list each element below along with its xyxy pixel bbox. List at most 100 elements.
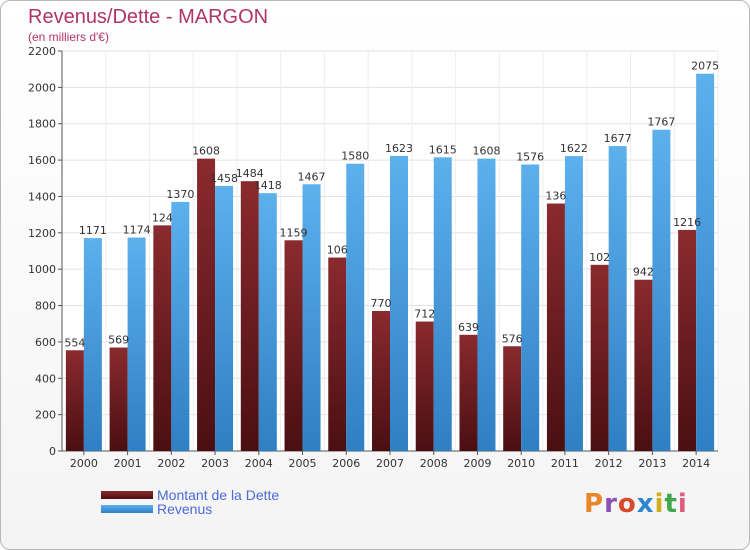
data-label-debt: 942 — [633, 266, 654, 279]
x-tick-label: 2011 — [551, 457, 579, 470]
data-label-revenue: 1623 — [385, 142, 413, 155]
x-tick-label: 2005 — [289, 457, 317, 470]
bar-debt — [590, 264, 609, 451]
bar-debt — [634, 279, 653, 451]
bar-revenue — [696, 73, 715, 452]
y-tick-label: 1400 — [28, 190, 56, 203]
bar-revenue — [346, 163, 365, 451]
data-label-revenue: 1171 — [79, 224, 107, 237]
y-tick-label: 200 — [35, 409, 56, 422]
bar-revenue — [127, 237, 146, 451]
x-tick-label: 2012 — [595, 457, 623, 470]
bar-debt — [546, 203, 565, 451]
bar-debt — [503, 346, 522, 451]
y-tick-label: 400 — [35, 372, 56, 385]
bar-revenue — [258, 193, 277, 451]
chart-subtitle: (en milliers d'€) — [28, 30, 109, 44]
logo-letter: o — [617, 489, 637, 519]
bar-debt — [459, 334, 478, 451]
y-tick-label: 1200 — [28, 227, 56, 240]
x-tick-label: 2003 — [201, 457, 229, 470]
logo-letter: x — [636, 489, 655, 519]
data-label-debt: 639 — [458, 321, 479, 334]
bar-debt — [153, 225, 172, 451]
logo-letter: t — [664, 489, 678, 519]
axis-layer: 0 200 400 600 800 1000 1200 1400 1600 1800 2000 220… — [28, 45, 718, 470]
data-label-revenue: 1467 — [298, 170, 326, 183]
chart-title: Revenus/Dette - MARGON — [28, 6, 269, 28]
bar-debt — [372, 311, 390, 451]
data-label-debt: 576 — [502, 332, 523, 345]
x-tick-label: 2006 — [332, 457, 360, 470]
x-tick-label: 2013 — [638, 457, 666, 470]
data-label-debt: 712 — [414, 308, 435, 321]
bar-revenue — [83, 238, 102, 451]
y-tick-label: 2000 — [28, 81, 56, 94]
x-tick-label: 2010 — [507, 457, 535, 470]
data-label-revenue: 2075 — [691, 60, 719, 73]
x-tick-label: 2002 — [157, 457, 185, 470]
bar-revenue — [564, 156, 583, 451]
proxiti-logo: Proxiti — [584, 489, 688, 519]
logo-letter: P — [584, 489, 605, 519]
bar-debt — [328, 257, 347, 451]
x-tick-label: 2009 — [463, 457, 491, 470]
bar-debt — [109, 347, 128, 451]
bar-revenue — [477, 158, 496, 452]
data-label-revenue: 1615 — [429, 143, 457, 156]
bar-revenue — [171, 201, 190, 451]
data-label-debt: 106 — [327, 244, 348, 257]
bar-debt — [65, 350, 84, 451]
data-label-debt: 102 — [589, 251, 610, 264]
data-label-revenue: 1677 — [604, 132, 632, 145]
logo-letter: r — [604, 489, 618, 519]
x-tick-label: 2008 — [420, 457, 448, 470]
x-tick-label: 2001 — [114, 457, 142, 470]
logo-letter: i — [677, 489, 688, 519]
bar-revenue — [215, 185, 234, 451]
data-label-revenue: 1174 — [123, 224, 151, 237]
data-label-debt: 1608 — [192, 145, 220, 158]
bar-revenue — [521, 164, 540, 452]
bar-revenue — [608, 146, 627, 451]
bar-debt — [240, 181, 259, 451]
legend-swatch-revenue — [101, 505, 153, 513]
bar-debt — [678, 229, 697, 451]
bar-debt — [197, 158, 216, 452]
bar-debt — [284, 240, 303, 451]
data-label-debt: 124 — [152, 211, 173, 224]
data-label-revenue: 1580 — [341, 150, 369, 163]
y-tick-label: 2200 — [28, 45, 56, 58]
logo-letter: i — [654, 489, 665, 519]
y-tick-label: 0 — [49, 445, 56, 458]
data-label-revenue: 1370 — [166, 188, 194, 201]
x-tick-label: 2007 — [376, 457, 404, 470]
bar-revenue — [652, 129, 671, 451]
data-label-debt: 1159 — [280, 226, 308, 239]
data-label-debt: 770 — [371, 297, 392, 310]
data-label-debt: 554 — [64, 336, 85, 349]
bar-debt — [415, 321, 434, 451]
x-tick-label: 2004 — [245, 457, 273, 470]
bar-revenue — [390, 155, 408, 451]
x-tick-label: 2014 — [682, 457, 710, 470]
data-label-revenue: 1767 — [647, 116, 675, 129]
bar-revenue — [302, 184, 321, 452]
data-label-debt: 1484 — [236, 167, 264, 180]
data-label-revenue: 1418 — [254, 179, 282, 192]
data-label-revenue: 1576 — [516, 150, 544, 163]
y-tick-label: 1800 — [28, 118, 56, 131]
y-tick-label: 1600 — [28, 154, 56, 167]
bar-revenue — [433, 157, 452, 451]
y-tick-label: 800 — [35, 300, 56, 313]
data-label-debt: 569 — [108, 334, 129, 347]
bar-layer — [65, 73, 715, 452]
data-label-revenue: 1458 — [210, 172, 238, 185]
legend-label-revenue: Revenus — [157, 501, 213, 517]
legend-label-debt: Montant de la Dette — [157, 487, 280, 503]
legend-swatch-debt — [101, 491, 153, 499]
data-label-debt: 1216 — [673, 216, 701, 229]
